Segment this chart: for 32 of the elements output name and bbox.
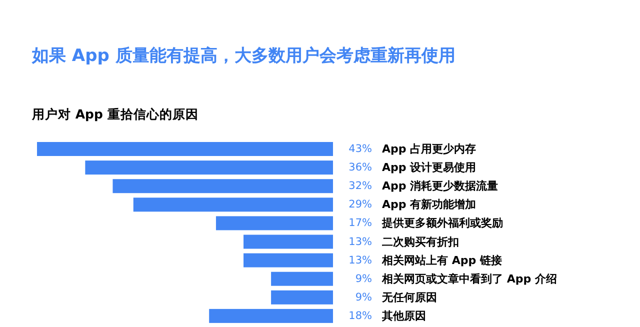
data-label: 17% [348,217,372,230]
bar [271,290,333,304]
bar [216,216,333,230]
y-tick-label: App 占用更少内存 [382,142,476,156]
y-tick-label: 相关网站上有 App 链接 [381,254,502,267]
chart-title: 如果 App 质量能有提高，大多数用户会考虑重新再使用 [31,46,456,66]
bar [85,160,333,175]
data-label: 13% [348,254,372,266]
data-label: 18% [348,310,372,322]
data-label: 43% [348,143,372,155]
bar [244,234,333,249]
bar [37,142,333,156]
y-tick-label: 提供更多额外福利或奖励 [381,216,503,230]
data-label: 29% [348,198,372,211]
chart-subtitle: 用户对 App 重拾信心的原因 [31,106,198,122]
data-label: 9% [355,272,372,285]
y-tick-label: 二次购买有折扣 [382,235,459,248]
data-label: 9% [355,291,372,304]
bar [133,198,333,212]
data-label: 13% [348,236,372,248]
y-tick-label: 相关网页或文章中看到了 App 介绍 [381,272,557,286]
data-label: 36% [348,162,372,174]
bar [209,308,333,323]
y-tick-label: App 消耗更少数据流量 [382,180,498,193]
y-tick-label: 无任何原因 [381,290,437,304]
data-label: 32% [348,180,372,192]
y-tick-label: App 有新功能增加 [382,198,476,212]
bar [112,179,333,194]
bar [244,253,333,268]
bar [271,272,333,286]
y-tick-label: 其他原因 [381,309,426,322]
y-tick-label: App 设计更易使用 [382,161,476,174]
